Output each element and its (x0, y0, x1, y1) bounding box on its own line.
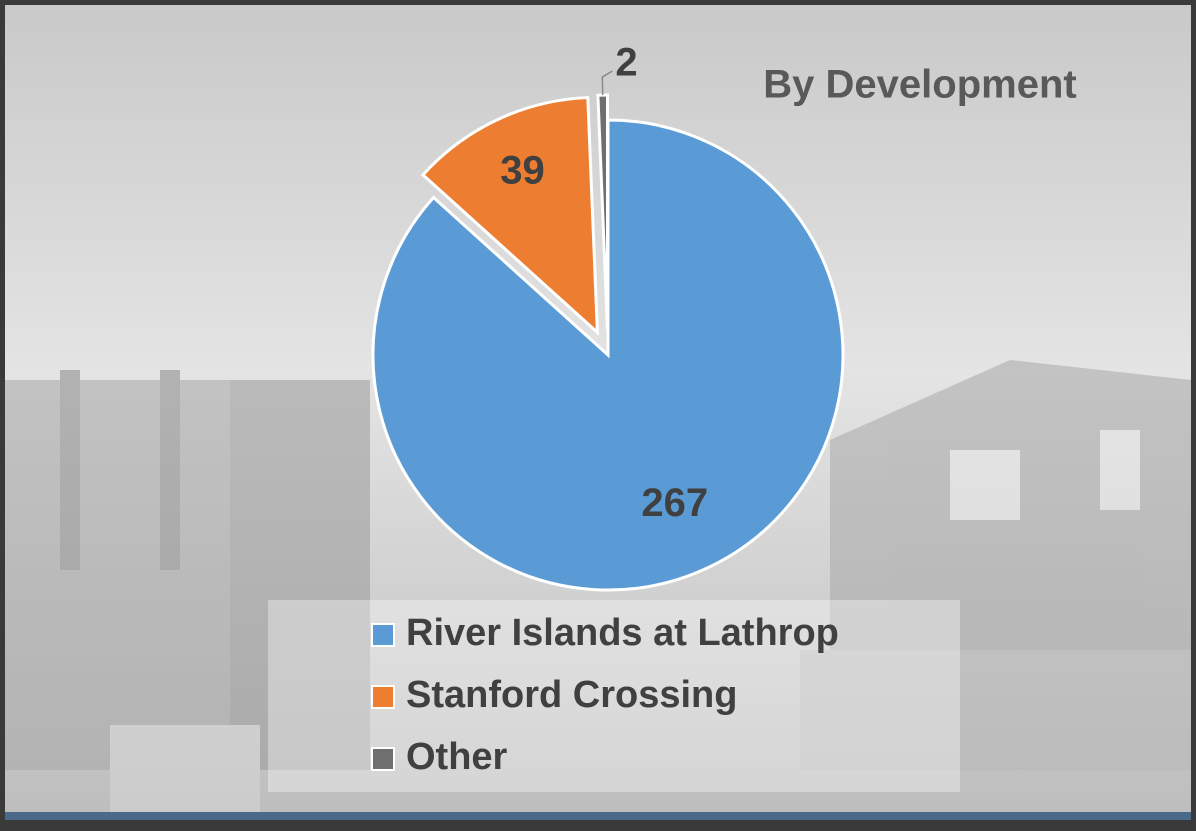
legend-marker (371, 623, 395, 647)
data-label: 2 (615, 41, 637, 85)
legend-marker (371, 685, 395, 709)
legend-label: Stanford Crossing (406, 674, 737, 716)
data-label: 267 (641, 481, 708, 525)
pie-slice (420, 96, 600, 336)
background-buildings (5, 360, 1191, 815)
bottom-bar (5, 812, 1191, 820)
legend-label: Other (406, 736, 508, 778)
chart-title: By Development (763, 63, 1076, 107)
pie-slice (596, 93, 609, 331)
data-label: 39 (500, 148, 545, 192)
pie-slice (371, 118, 845, 592)
leader-line (601, 70, 613, 96)
legend-marker (371, 747, 395, 771)
legend-label: River Islands at Lathrop (406, 612, 839, 654)
